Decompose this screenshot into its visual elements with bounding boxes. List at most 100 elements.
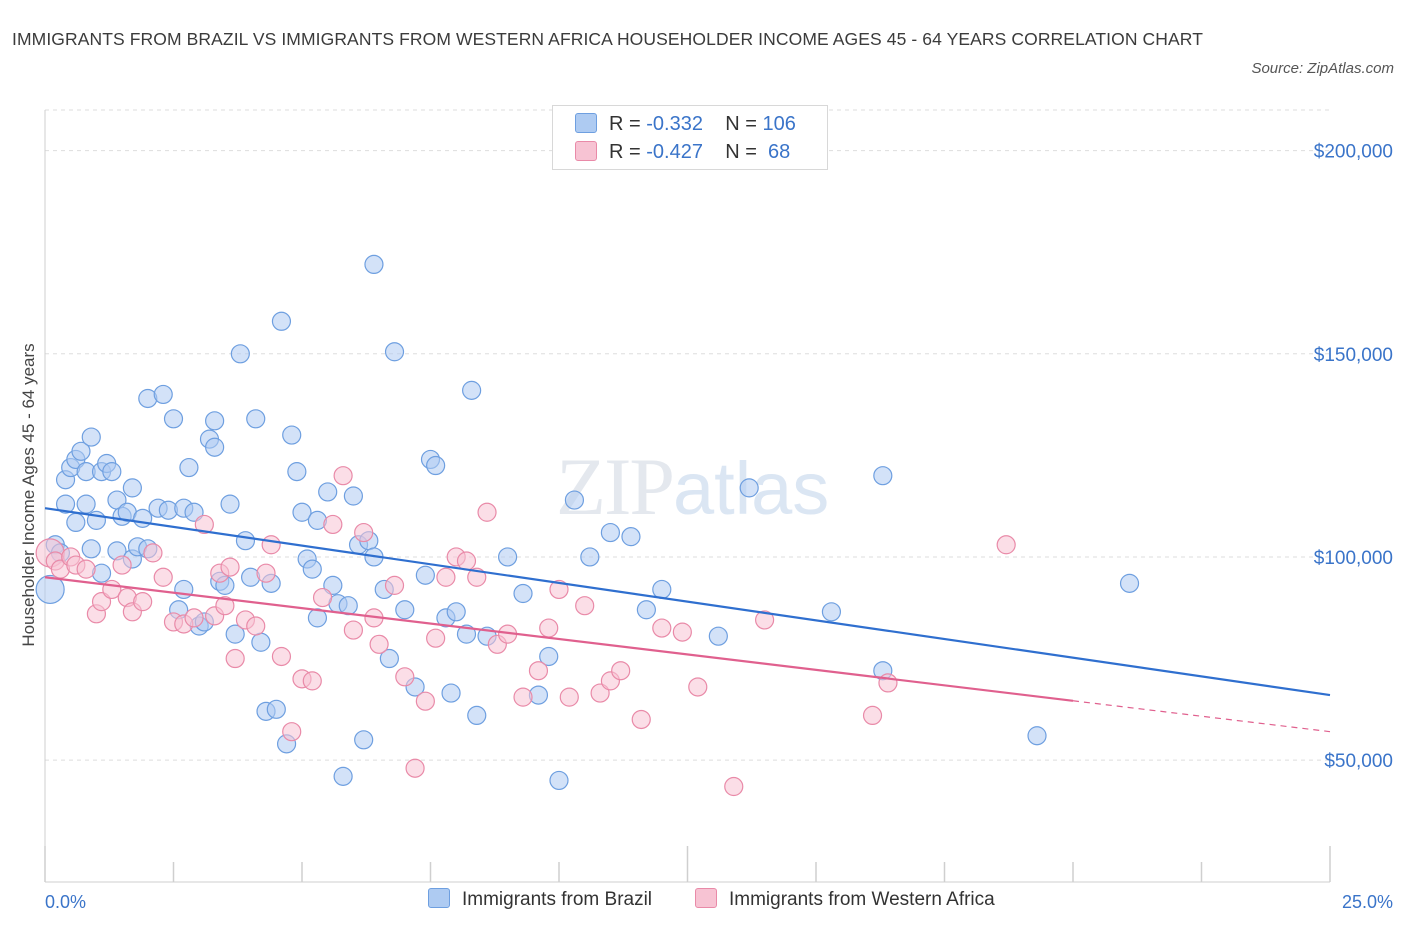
bottom-legend-swatch-brazil [428,888,450,908]
legend-r-value: -0.332 [646,113,703,135]
point-brazil [246,409,266,429]
point-wafrica [575,596,595,616]
correlation-legend: R = -0.332 N = 106 R = -0.427 N = 68 [552,105,828,170]
point-wafrica [405,758,425,778]
point-brazil [292,502,312,522]
point-wafrica [467,567,487,587]
point-brazil [230,344,250,364]
point-wafrica [672,622,692,642]
point-wafrica [323,514,343,535]
legend-n-label: N = [725,113,763,135]
point-brazil [600,522,621,543]
point-brazil [205,411,225,431]
point-wafrica [302,671,322,691]
point-wafrica [282,722,302,742]
point-wafrica [184,608,204,628]
point-brazil [71,441,91,461]
legend-n-value: 68 [762,141,791,163]
point-brazil [415,565,435,585]
point-wafrica [256,563,276,583]
bottom-legend-brazil: Immigrants from Brazil [428,888,652,911]
point-brazil [539,646,559,667]
point-brazil [564,490,585,510]
point-brazil [153,384,173,405]
point-wafrica [354,522,374,543]
point-wafrica [539,618,559,638]
point-brazil [179,457,199,478]
y-tick-label: $200,000 [1314,142,1393,163]
point-wafrica [754,610,775,630]
point-brazil [873,466,893,486]
legend-swatch-brazil [575,113,597,133]
trend-line-brazil [44,507,1331,697]
point-brazil [621,527,641,547]
point-brazil [323,575,343,595]
point-wafrica [436,567,456,587]
trend-line-wafrica [44,576,1074,702]
legend-row-brazil: R = -0.332 N = 106 [575,110,796,138]
y-tick-label: $150,000 [1314,345,1393,366]
point-wafrica [996,535,1016,555]
trend-line-extension-wafrica [1072,700,1331,733]
point-brazil [513,583,533,604]
point-wafrica [590,683,610,703]
point-wafrica [112,555,132,575]
point-brazil [379,648,399,669]
point-wafrica [153,567,173,587]
point-brazil [66,512,86,533]
point-brazil [35,574,65,605]
point-wafrica [528,661,549,681]
point-brazil [462,380,482,400]
point-brazil [395,600,415,620]
point-wafrica [477,502,497,522]
point-brazil [55,494,76,514]
point-brazil [205,437,225,457]
point-brazil [364,254,384,274]
point-wafrica [415,691,435,711]
point-wafrica [513,687,533,707]
point-wafrica [559,687,579,707]
point-wafrica [225,648,245,669]
y-tick-label: $50,000 [1324,751,1393,772]
point-brazil [133,508,153,528]
point-brazil [282,425,302,445]
point-wafrica [631,709,651,730]
point-brazil [81,539,101,559]
point-wafrica [133,592,153,612]
legend-swatch-wafrica [575,141,597,161]
point-brazil [266,699,286,719]
chart-title: IMMIGRANTS FROM BRAZIL VS IMMIGRANTS FRO… [12,29,1203,49]
point-brazil [271,311,292,331]
point-wafrica [246,616,266,636]
point-wafrica [261,535,281,555]
point-wafrica [384,575,405,595]
point-wafrica [143,543,163,563]
point-wafrica [878,673,898,693]
point-brazil [384,342,405,362]
watermark-zip: ZIP [556,441,675,532]
point-brazil [1027,726,1047,746]
point-brazil [76,494,96,514]
point-brazil [163,409,184,429]
bottom-legend-wafrica: Immigrants from Western Africa [695,888,995,911]
point-brazil [441,683,461,703]
point-wafrica [652,618,672,638]
point-brazil [549,770,569,791]
point-brazil [225,624,245,644]
point-wafrica [862,705,883,726]
point-brazil [184,502,204,522]
point-brazil [220,494,240,514]
point-wafrica [724,776,744,797]
point-brazil [467,705,487,726]
point-brazil [354,730,374,750]
legend-r-label: R = [609,141,647,163]
point-brazil [708,626,728,646]
point-brazil [821,602,842,622]
point-wafrica [549,579,569,600]
point-wafrica [194,514,214,535]
bottom-legend-label-wafrica: Immigrants from Western Africa [729,889,995,910]
point-wafrica [76,559,96,579]
point-wafrica [369,634,389,654]
point-wafrica [333,466,353,486]
point-wafrica [91,592,112,612]
